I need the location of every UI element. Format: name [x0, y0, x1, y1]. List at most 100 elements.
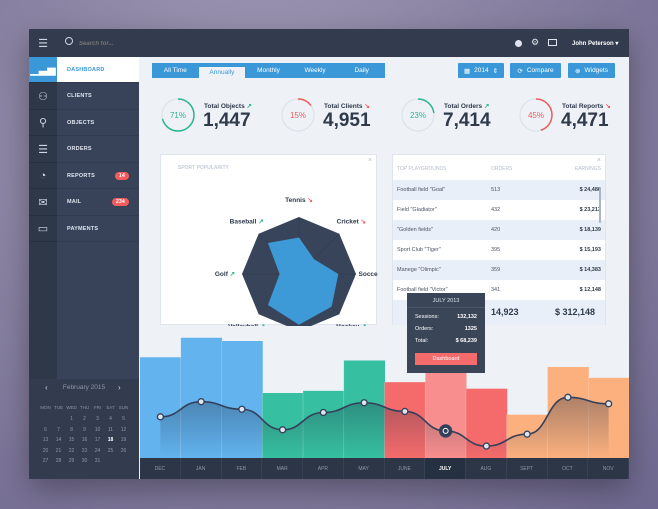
table-row[interactable]: Field "Gladiator" 432 $ 23,213 — [393, 200, 605, 220]
calendar-day[interactable]: 29 — [68, 458, 75, 464]
calendar-day[interactable]: 1 — [70, 416, 73, 422]
tab-all-time[interactable]: All Time — [163, 67, 187, 74]
calendar-day[interactable]: 31 — [94, 458, 101, 464]
line-point-oct[interactable] — [564, 393, 572, 401]
month-jan[interactable]: JAN — [181, 458, 222, 479]
tab-daily[interactable]: Daily — [354, 67, 369, 74]
calendar-day[interactable]: 5 — [122, 416, 125, 422]
table-row[interactable]: Sport Club "Tiger" 395 $ 15,193 — [393, 240, 605, 260]
line-point-dec[interactable] — [156, 413, 165, 421]
next-month-button[interactable]: › — [118, 383, 121, 392]
map-pin-icon[interactable]: ⚲ — [29, 110, 57, 136]
line-point-nov[interactable] — [604, 400, 613, 408]
tab-annually[interactable]: Annually — [198, 67, 246, 78]
line-point-july[interactable] — [438, 424, 453, 438]
sidebar-item-objects[interactable]: OBJECTS — [57, 110, 139, 136]
calendar-day[interactable]: 17 — [94, 437, 101, 443]
calendar-day[interactable]: 21 — [55, 447, 62, 454]
line-point-mar[interactable] — [278, 426, 287, 434]
help-icon[interactable] — [515, 40, 522, 47]
calendar-day[interactable]: 7 — [57, 426, 60, 433]
search-input[interactable] — [79, 38, 199, 49]
calendar-day[interactable]: 9 — [83, 426, 86, 433]
calendar-day[interactable]: 8 — [70, 426, 73, 433]
line-point-aug[interactable] — [482, 442, 491, 450]
sidebar-item-clients[interactable]: CLIENTS — [57, 84, 139, 110]
month-dec[interactable]: DEC — [140, 458, 181, 479]
table-row[interactable]: Football field "Victor" 341 $ 12,148 — [393, 280, 605, 300]
line-point-may[interactable] — [360, 399, 368, 407]
calendar-day[interactable]: 10 — [94, 426, 101, 433]
calendar-day[interactable]: 3 — [96, 416, 99, 422]
tab-monthly[interactable]: Monthly — [257, 67, 280, 74]
tooltip-dashboard-button[interactable]: Dashboard — [415, 353, 477, 365]
prev-month-button[interactable]: ‹ — [45, 383, 48, 392]
month-july[interactable]: JULY — [425, 458, 466, 479]
calendar-day[interactable]: 11 — [107, 426, 114, 433]
month-mar[interactable]: MAR — [262, 458, 303, 479]
month-june[interactable]: JUNE — [385, 458, 426, 479]
month-oct[interactable]: OCT — [548, 458, 589, 479]
calendar-day[interactable]: 24 — [94, 447, 101, 454]
close-icon[interactable]: × — [596, 157, 601, 164]
sidebar-item-reports[interactable]: REPORTS 14 — [57, 163, 139, 189]
compare-button[interactable]: ⟳ Compare — [510, 63, 561, 78]
gear-icon[interactable]: ⚙ — [531, 37, 540, 47]
menu-icon[interactable]: ☰ — [38, 37, 48, 50]
table-scrollbar[interactable] — [599, 187, 601, 223]
year-select[interactable]: ▦ 2014 ⇕ — [458, 63, 504, 78]
table-row[interactable]: "Golden fields" 420 $ 18,139 — [393, 220, 605, 240]
calendar-day[interactable]: 14 — [55, 437, 62, 443]
card-icon[interactable]: ▭ — [29, 216, 57, 242]
month-sept[interactable]: SEPT — [507, 458, 548, 479]
calendar-day[interactable]: 23 — [81, 447, 88, 454]
month-apr[interactable]: APR — [303, 458, 344, 479]
tab-weekly[interactable]: Weekly — [304, 67, 326, 74]
month-nov[interactable]: NOV — [588, 458, 629, 479]
line-point-june[interactable] — [401, 407, 409, 416]
users-icon[interactable]: ⚇ — [29, 84, 57, 110]
table-row[interactable]: Football field "Goal" 513 $ 24,486 — [393, 180, 605, 200]
calendar-day[interactable]: 27 — [42, 458, 49, 464]
calendar-day[interactable]: 28 — [55, 458, 62, 464]
sidebar-item-orders[interactable]: ORDERS — [57, 137, 139, 163]
month-feb[interactable]: FEB — [222, 458, 263, 479]
sidebar-item-payments[interactable]: PAYMENTS — [57, 216, 139, 242]
calendar-day[interactable]: 26 — [120, 447, 127, 454]
calendar-day[interactable]: 25 — [107, 447, 114, 454]
calendar-day[interactable]: 4 — [109, 416, 112, 422]
orders-count: 513 — [491, 187, 501, 193]
calendar-day[interactable]: 22 — [68, 447, 75, 454]
month-may[interactable]: MAY — [344, 458, 385, 479]
list-icon[interactable]: ☰ — [29, 137, 57, 163]
mail-icon[interactable]: ✉ — [29, 190, 57, 216]
close-icon[interactable]: × — [367, 157, 372, 164]
calendar-day[interactable]: 2 — [83, 416, 86, 422]
user-menu[interactable]: John Peterson ▾ — [572, 41, 619, 47]
line-point-jan[interactable] — [197, 398, 205, 406]
sidebar-item-dashboard[interactable]: DASHBOARD — [57, 57, 139, 83]
monitor-icon[interactable] — [548, 39, 557, 46]
bar-chart-icon[interactable]: ▁▃▅ — [29, 57, 57, 83]
year-value: 2014 — [474, 67, 489, 74]
pie-icon[interactable]: ◔ — [29, 163, 57, 189]
line-point-feb[interactable] — [238, 405, 246, 413]
playground-name: Sport Club "Tiger" — [397, 247, 441, 253]
calendar-day[interactable]: 20 — [42, 447, 49, 454]
calendar-day[interactable]: 6 — [44, 426, 47, 433]
calendar-day[interactable]: 15 — [68, 437, 75, 443]
calendar-day[interactable]: 16 — [81, 437, 88, 443]
month-aug[interactable]: AUG — [466, 458, 507, 479]
table-row[interactable]: Manege "Olimpic" 359 $ 14,383 — [393, 260, 605, 280]
radar-label: Golf ↗ — [215, 271, 236, 278]
calendar-day[interactable]: 18 — [107, 437, 114, 443]
calendar-day[interactable]: 13 — [42, 437, 49, 443]
sidebar-item-mail[interactable]: MAIL 234 — [57, 190, 139, 216]
sidebar-item-label: MAIL — [67, 199, 82, 205]
calendar-day[interactable]: 19 — [120, 437, 127, 443]
line-point-apr[interactable] — [319, 408, 328, 417]
calendar-day[interactable]: 30 — [81, 458, 88, 464]
widgets-button[interactable]: ⊗ Widgets — [568, 63, 615, 78]
calendar-day[interactable]: 12 — [120, 426, 127, 433]
line-point-sept[interactable] — [523, 430, 531, 438]
